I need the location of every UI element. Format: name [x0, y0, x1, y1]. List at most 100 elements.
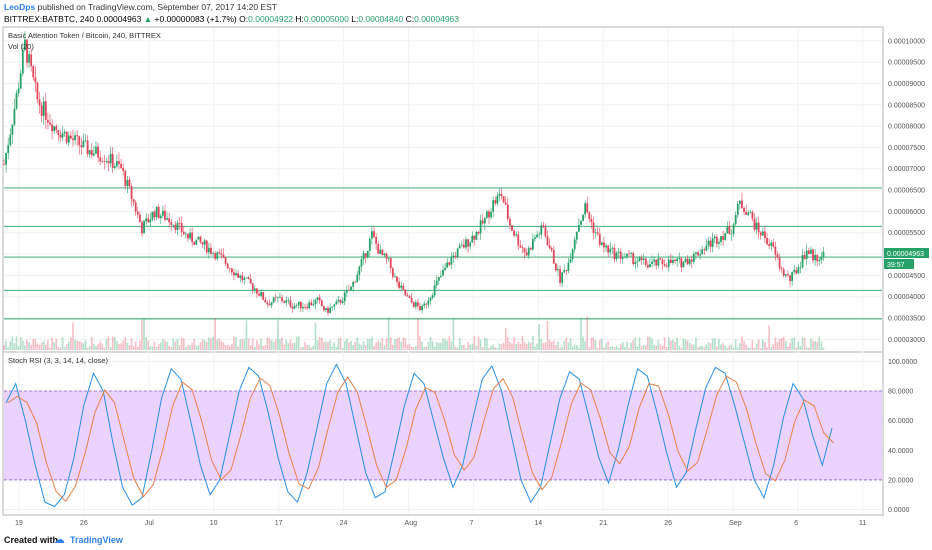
volume-bar [122, 340, 124, 350]
stoch-axis[interactable]: 100.0000 80.0000 60.0000 40.0000 20.0000 0.00… [888, 359, 917, 514]
price-tick-label: 0.00005500 [888, 230, 925, 237]
volume-bar [724, 345, 727, 350]
candle-body [143, 221, 145, 234]
candle-body [130, 186, 133, 200]
candle-body [385, 253, 388, 259]
volume-bar [613, 347, 616, 350]
volume-bar [592, 337, 595, 350]
candle-body [557, 269, 559, 271]
price-axis[interactable]: 0.00010000 0.00009500 0.00009000 0.00008500… [888, 38, 925, 344]
tradingview-brand-link[interactable]: TradingView [70, 535, 123, 545]
price-tick-label: 0.00006000 [888, 209, 925, 216]
volume-bar [377, 341, 379, 350]
volume-bar [776, 341, 779, 350]
candle-body [201, 242, 204, 245]
volume-bar [132, 346, 135, 350]
candle-body [467, 239, 469, 247]
volume-bar [603, 347, 605, 350]
candle-body [28, 54, 30, 63]
volume-bar [749, 347, 752, 350]
candle-body [337, 300, 340, 302]
candle-body [95, 146, 97, 154]
volume-bar [381, 338, 384, 350]
candle-body [226, 263, 229, 269]
candle-body [157, 206, 160, 219]
volume-bar [170, 347, 173, 350]
candle-body [412, 302, 415, 307]
volume-bar [684, 339, 687, 350]
candle-body [291, 306, 294, 309]
candle-body [782, 269, 785, 276]
volume-bar [523, 342, 526, 350]
candle-body [414, 302, 417, 307]
volume-bar [3, 345, 5, 350]
candle-body [15, 93, 18, 109]
time-tick-label: 26 [664, 520, 672, 527]
candle-body [331, 306, 334, 308]
volume-bar [32, 338, 35, 350]
candle-body [569, 259, 572, 263]
volume-bars [3, 316, 825, 350]
volume-bar [162, 339, 164, 350]
price-tick-label: 0.00004000 [888, 294, 925, 301]
candle-body [594, 232, 597, 234]
volume-bar [759, 347, 762, 350]
volume-bar [91, 337, 93, 350]
candle-body [730, 233, 733, 235]
volume-bar [410, 346, 413, 350]
candle-body [784, 274, 787, 276]
volume-bar [590, 337, 593, 350]
volume-bar [450, 341, 453, 350]
candle-body [136, 211, 139, 215]
volume-bar [72, 322, 74, 350]
volume-bar [690, 344, 693, 350]
candle-body [421, 305, 423, 311]
candle-body [375, 236, 378, 245]
volume-bar [563, 340, 566, 350]
volume-bar [624, 346, 626, 350]
volume-bar [762, 339, 764, 350]
candle-body [703, 249, 706, 251]
volume-bar [766, 347, 768, 350]
candle-body [437, 276, 440, 281]
volume-bar [116, 340, 118, 350]
volume-bar [433, 346, 436, 350]
candle-body [182, 231, 185, 235]
author-link[interactable]: LeoDps [4, 2, 36, 12]
volume-bar [134, 341, 137, 350]
volume-bar [9, 341, 12, 350]
candle-body [371, 231, 373, 239]
candle-body [607, 245, 610, 253]
volume-bar [400, 341, 402, 350]
volume-bar [672, 339, 674, 350]
candle-body [149, 219, 152, 223]
volume-bar [536, 343, 538, 350]
volume-bar [801, 337, 804, 350]
volume-bar [693, 344, 695, 350]
volume-bar [124, 336, 127, 350]
stoch-d-line [7, 375, 834, 502]
candle-body [759, 232, 762, 236]
candle-body [701, 249, 704, 255]
last-price: 0.00004963 [96, 14, 142, 24]
candle-body [494, 200, 497, 204]
high-label: H: [295, 14, 304, 24]
candle-body [228, 268, 231, 269]
volume-bar [626, 341, 628, 350]
volume-bar [588, 347, 591, 350]
volume-bar [189, 345, 191, 350]
candle-body [289, 300, 292, 307]
volume-bar [647, 336, 649, 350]
volume-bar [260, 338, 262, 350]
candle-body [42, 101, 45, 116]
last-price-tag [884, 248, 929, 258]
volume-bar [456, 347, 459, 350]
volume-bar [143, 317, 145, 350]
time-axis[interactable]: 19 26 Jul 10 17 24 Aug 7 14 21 26 Sep 6 11 [15, 520, 866, 527]
volume-bar [538, 324, 540, 350]
candle-body [734, 215, 737, 225]
candle-body [529, 247, 532, 250]
volume-bar [816, 341, 818, 350]
candle-body [766, 237, 768, 245]
